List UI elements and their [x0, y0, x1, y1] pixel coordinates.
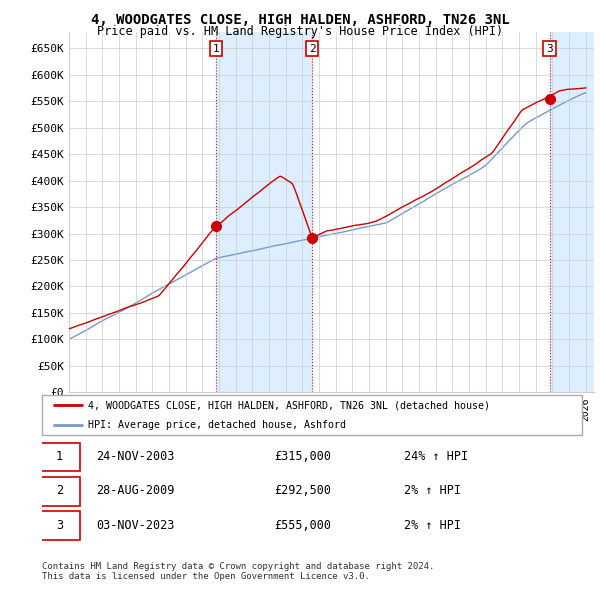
Text: Price paid vs. HM Land Registry's House Price Index (HPI): Price paid vs. HM Land Registry's House …: [97, 25, 503, 38]
FancyBboxPatch shape: [42, 395, 582, 435]
Text: 24-NOV-2003: 24-NOV-2003: [96, 450, 175, 463]
Text: 1: 1: [56, 450, 63, 463]
Text: £292,500: £292,500: [274, 484, 331, 497]
Text: 1: 1: [213, 44, 220, 54]
Text: 28-AUG-2009: 28-AUG-2009: [96, 484, 175, 497]
FancyBboxPatch shape: [40, 477, 80, 506]
Text: 3: 3: [546, 44, 553, 54]
Bar: [550, 32, 594, 392]
Text: 24% ↑ HPI: 24% ↑ HPI: [404, 450, 468, 463]
Text: 2: 2: [56, 484, 63, 497]
Text: 4, WOODGATES CLOSE, HIGH HALDEN, ASHFORD, TN26 3NL (detached house): 4, WOODGATES CLOSE, HIGH HALDEN, ASHFORD…: [88, 401, 490, 410]
Text: £315,000: £315,000: [274, 450, 331, 463]
FancyBboxPatch shape: [40, 442, 80, 471]
Bar: [216, 32, 312, 392]
Text: Contains HM Land Registry data © Crown copyright and database right 2024.
This d: Contains HM Land Registry data © Crown c…: [42, 562, 434, 581]
Text: 2: 2: [308, 44, 316, 54]
Text: 3: 3: [56, 519, 63, 532]
Text: 03-NOV-2023: 03-NOV-2023: [96, 519, 175, 532]
Text: 2% ↑ HPI: 2% ↑ HPI: [404, 519, 461, 532]
Text: £555,000: £555,000: [274, 519, 331, 532]
FancyBboxPatch shape: [40, 511, 80, 540]
Text: HPI: Average price, detached house, Ashford: HPI: Average price, detached house, Ashf…: [88, 421, 346, 430]
Text: 4, WOODGATES CLOSE, HIGH HALDEN, ASHFORD, TN26 3NL: 4, WOODGATES CLOSE, HIGH HALDEN, ASHFORD…: [91, 13, 509, 27]
Text: 2% ↑ HPI: 2% ↑ HPI: [404, 484, 461, 497]
